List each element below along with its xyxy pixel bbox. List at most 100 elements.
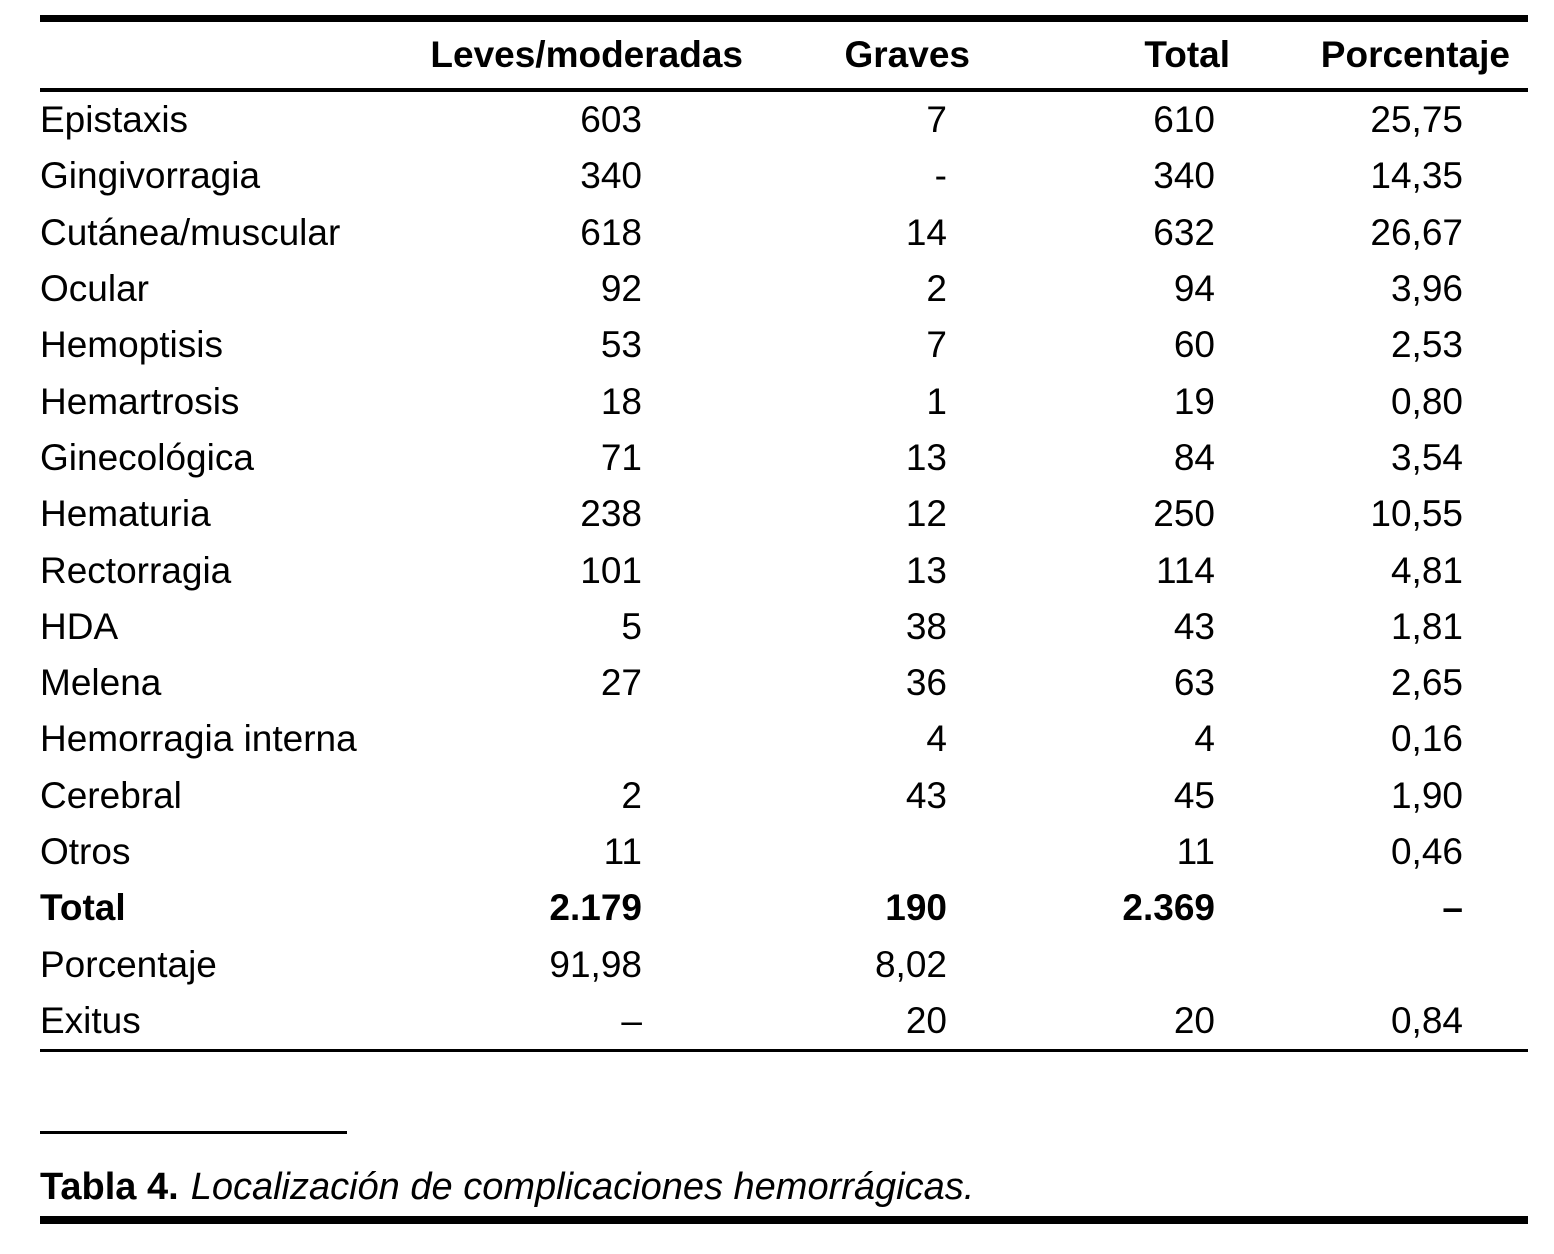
table-body: Epistaxis 603 7 610 25,75 Gingivorragia …: [40, 90, 1528, 1051]
leves-cell: 603: [580, 99, 642, 141]
porcentaje-cell: 1,90: [1390, 774, 1463, 816]
graves-cell: 7: [926, 324, 947, 366]
porcentaje-cell: 2,53: [1390, 324, 1463, 366]
table-row: Hematuria 238 12 250 10,55: [40, 486, 1528, 542]
leves-cell: 91,98: [549, 943, 642, 985]
leves-cell: 71: [600, 436, 642, 478]
porcentaje-cell: 0,46: [1390, 831, 1463, 872]
porcentaje-cell: 2,65: [1390, 662, 1463, 704]
total-cell: 94: [1173, 268, 1215, 310]
column-header-porcentaje: Porcentaje: [1230, 18, 1528, 92]
graves-cell: 14: [905, 211, 947, 253]
caption-text: Localización de complicaciones hemorrági…: [190, 1166, 975, 1208]
total-cell: 20: [1173, 999, 1215, 1041]
total-cell: 610: [1153, 99, 1215, 141]
table-caption: Tabla 4. Localización de complicaciones h…: [40, 1164, 974, 1210]
complications-table: Leves/moderadas Graves Total Porcentaje …: [40, 15, 1528, 1053]
table-row: Epistaxis 603 7 610 25,75: [40, 90, 1528, 148]
table-header: Leves/moderadas Graves Total Porcentaje: [40, 18, 1528, 92]
caption-label: Tabla 4.: [40, 1166, 179, 1208]
column-header-graves: Graves: [743, 18, 970, 92]
total-cell: 19: [1173, 380, 1215, 422]
graves-cell: -: [934, 155, 947, 197]
table-row: Melena 27 36 63 2,65: [40, 655, 1528, 711]
porcentaje-cell: 4,81: [1390, 549, 1463, 591]
row-label-cell: HDA: [40, 605, 119, 647]
table-row: Cerebral 2 43 45 1,90: [40, 768, 1528, 824]
row-label-cell: Ocular: [40, 268, 149, 310]
graves-cell: 13: [905, 436, 947, 478]
total-cell: 4: [1194, 718, 1215, 760]
graves-cell: 8,02: [874, 943, 947, 985]
table-row: Exitus – 20 20 0,84: [40, 993, 1528, 1051]
table-row: Gingivorragia 340 - 340 14,35: [40, 148, 1528, 204]
row-label-cell: Rectorragia: [40, 549, 232, 591]
row-label-cell: Otros: [40, 831, 131, 872]
graves-cell: 1: [926, 380, 947, 422]
total-cell: 45: [1173, 774, 1215, 816]
leves-cell: 5: [621, 605, 642, 647]
row-label-cell: Cerebral: [40, 774, 182, 816]
table-row: Rectorragia 101 13 114 4,81: [40, 542, 1528, 598]
graves-cell: 12: [905, 493, 947, 535]
porcentaje-cell: 1,81: [1390, 605, 1463, 647]
porcentaje-cell: 0,16: [1390, 718, 1463, 760]
total-cell: 2.369: [1122, 887, 1215, 929]
table-row: HDA 5 38 43 1,81: [40, 599, 1528, 655]
porcentaje-cell: 3,54: [1390, 436, 1463, 478]
leves-cell: –: [621, 999, 642, 1041]
table-row: Total 2.179 190 2.369 –: [40, 880, 1528, 936]
row-label-cell: Hematuria: [40, 493, 211, 535]
leves-cell: 238: [580, 493, 642, 535]
graves-cell: 2: [926, 268, 947, 310]
graves-cell: 190: [885, 887, 947, 929]
leves-cell: 53: [600, 324, 642, 366]
leves-cell: 27: [600, 662, 642, 704]
total-cell: 11: [1176, 831, 1215, 872]
graves-cell: 20: [905, 999, 947, 1041]
table-row: Cutánea/muscular 618 14 632 26,67: [40, 205, 1528, 261]
row-label-cell: Hemartrosis: [40, 380, 240, 422]
leves-cell: 18: [600, 380, 642, 422]
leves-cell: 2.179: [549, 887, 642, 929]
row-label-cell: Hemorragia interna: [40, 718, 357, 760]
total-cell: 340: [1153, 155, 1215, 197]
leves-cell: 101: [580, 549, 642, 591]
leves-cell: 11: [603, 831, 642, 872]
porcentaje-cell: 14,35: [1370, 155, 1463, 197]
column-header-total: Total: [970, 18, 1230, 92]
leves-cell: [360, 711, 743, 767]
table-row: Otros 11 11 0,46: [40, 824, 1528, 880]
total-cell: 632: [1153, 211, 1215, 253]
total-cell: [970, 936, 1230, 992]
leves-cell: 618: [580, 211, 642, 253]
graves-cell: 7: [926, 99, 947, 141]
row-label-cell: Porcentaje: [40, 943, 217, 985]
row-label-cell: Melena: [40, 662, 162, 704]
porcentaje-cell: [1230, 936, 1528, 992]
table-row: Ginecológica 71 13 84 3,54: [40, 430, 1528, 486]
row-label-cell: Cutánea/muscular: [40, 211, 341, 253]
graves-cell: 38: [905, 605, 947, 647]
graves-cell: 13: [905, 549, 947, 591]
caption-separator-rule: [40, 1131, 347, 1134]
row-label-cell: Epistaxis: [40, 99, 189, 141]
leves-cell: 92: [600, 268, 642, 310]
porcentaje-cell: 0,84: [1390, 999, 1463, 1041]
total-cell: 60: [1173, 324, 1215, 366]
porcentaje-cell: 25,75: [1370, 99, 1463, 141]
table-row: Hemartrosis 18 1 19 0,80: [40, 373, 1528, 429]
bottom-rule: [40, 1216, 1528, 1224]
row-label-cell: Total: [40, 887, 126, 929]
graves-cell: 36: [905, 662, 947, 704]
table-row: Hemorragia interna 4 4 0,16: [40, 711, 1528, 767]
total-cell: 250: [1153, 493, 1215, 535]
graves-cell: 43: [905, 774, 947, 816]
table-row: Hemoptisis 53 7 60 2,53: [40, 317, 1528, 373]
row-label-cell: Hemoptisis: [40, 324, 223, 366]
total-cell: 63: [1173, 662, 1215, 704]
header-row: Leves/moderadas Graves Total Porcentaje: [40, 18, 1528, 92]
porcentaje-cell: 26,67: [1370, 211, 1463, 253]
leves-cell: 340: [580, 155, 642, 197]
